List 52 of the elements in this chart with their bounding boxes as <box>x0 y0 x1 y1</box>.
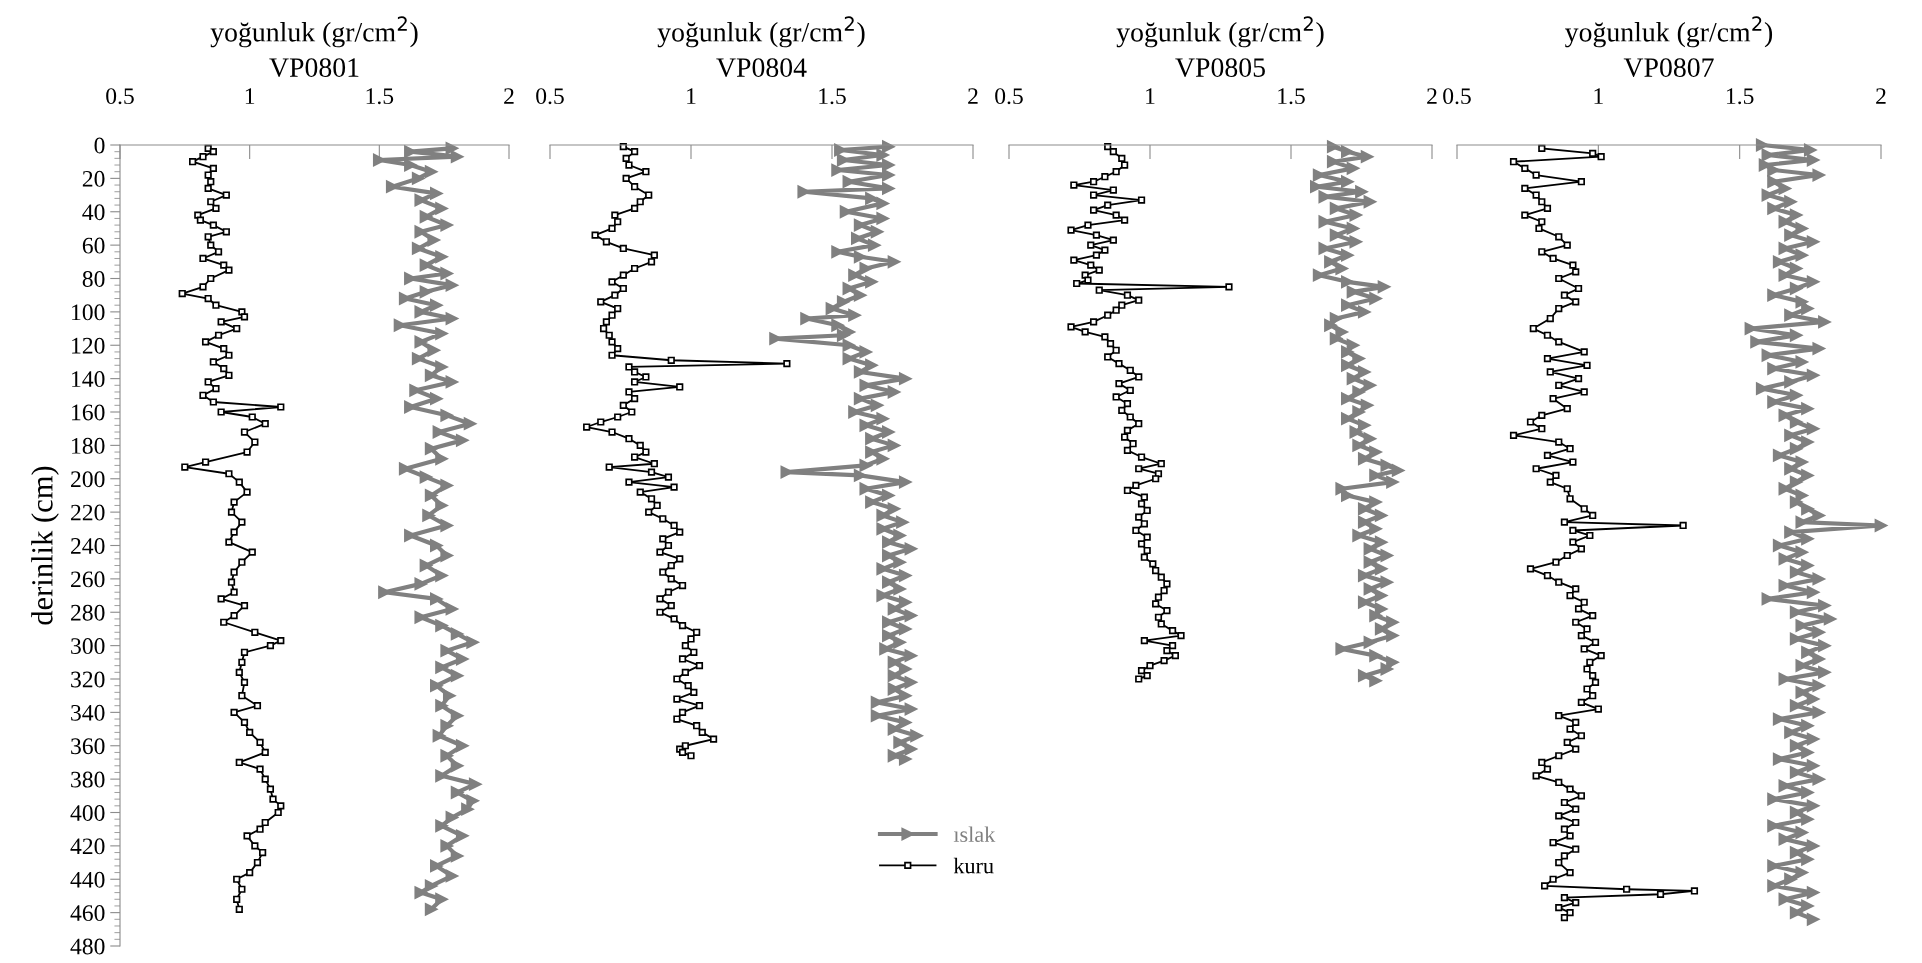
y-tick-label: 0 <box>94 137 105 154</box>
y-tick-label: 460 <box>70 905 105 922</box>
y-tick-label: 60 <box>82 237 105 254</box>
chart-title: VP0807 <box>1623 58 1714 78</box>
x-axis-title: yoğunluk (gr/cm$^{2}$) <box>210 16 418 48</box>
y-tick-label: 40 <box>82 204 105 221</box>
chart-title: VP0801 <box>269 58 359 78</box>
x-tick-label: 0.5 <box>995 88 1023 105</box>
y-tick-label: 240 <box>71 537 105 554</box>
x-tick-label: 1.5 <box>1278 88 1305 105</box>
x-tick-label: 0.5 <box>1443 88 1471 105</box>
y-tick-label: 180 <box>72 437 105 454</box>
x-tick-label: 2 <box>968 88 978 104</box>
legend-label: kuru <box>953 857 994 874</box>
x-tick-label: 1 <box>1146 88 1155 104</box>
y-tick-label: 480 <box>70 938 105 955</box>
y-tick-label: 400 <box>70 804 105 821</box>
x-tick-label: 2 <box>1427 88 1437 104</box>
x-tick-label: 1 <box>245 88 255 104</box>
y-tick-label: 100 <box>72 304 105 321</box>
x-tick-label: 0.5 <box>536 88 564 105</box>
legend-label: ıslak <box>953 826 996 843</box>
chart-title: VP0804 <box>716 58 807 78</box>
x-axis-title: yoğunluk (gr/cm$^{2}$) <box>1565 16 1773 48</box>
x-tick-label: 2 <box>504 88 514 104</box>
y-axis-title: derinlik (cm) <box>31 466 59 625</box>
y-tick-label: 120 <box>72 337 105 354</box>
x-tick-label: 1 <box>1594 88 1603 104</box>
y-tick-label: 420 <box>70 838 105 855</box>
y-tick-label: 160 <box>72 404 105 421</box>
x-tick-label: 1.5 <box>1726 88 1754 105</box>
y-tick-label: 140 <box>72 371 105 388</box>
y-tick-label: 260 <box>71 571 105 588</box>
x-tick-label: 1.5 <box>819 88 846 105</box>
y-tick-label: 280 <box>71 604 105 621</box>
y-tick-label: 220 <box>71 504 105 521</box>
x-tick-label: 2 <box>1876 88 1886 104</box>
y-tick-label: 320 <box>71 671 105 688</box>
y-tick-label: 80 <box>82 270 105 287</box>
x-tick-label: 1.5 <box>366 88 394 105</box>
x-tick-label: 0.5 <box>106 88 134 105</box>
y-tick-label: 20 <box>82 170 105 187</box>
y-tick-label: 340 <box>71 704 105 721</box>
x-axis-title: yoğunluk (gr/cm$^{2}$) <box>1116 16 1324 48</box>
y-tick-label: 200 <box>71 471 105 488</box>
x-tick-label: 1 <box>687 88 696 104</box>
y-tick-label: 380 <box>71 771 105 788</box>
y-tick-label: 300 <box>71 638 105 655</box>
x-axis-title: yoğunluk (gr/cm$^{2}$) <box>657 16 865 48</box>
chart-title: VP0805 <box>1175 58 1265 78</box>
y-tick-label: 360 <box>71 738 105 755</box>
y-tick-label: 440 <box>70 871 105 888</box>
